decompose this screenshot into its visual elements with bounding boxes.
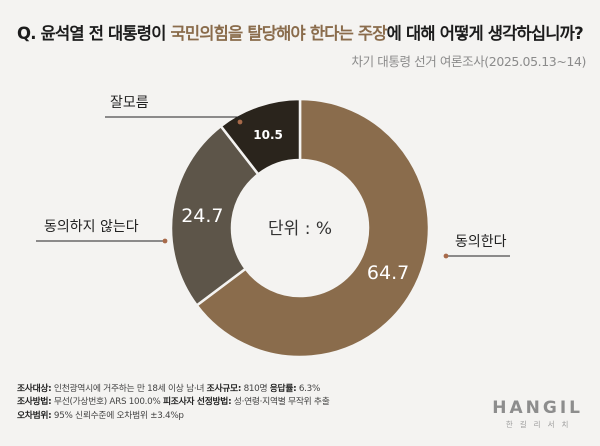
- leader-line-2: [105, 116, 241, 122]
- chart-subtitle: 차기 대통령 선거 여론조사(2025.05.13~14): [351, 54, 586, 69]
- slice-0: [195, 97, 431, 359]
- slice-label-0: 동의한다: [455, 234, 507, 250]
- survey-info: 조사대상: 인천광역시에 거주하는 만 18세 이상 남·녀 조사규모: 810…: [17, 383, 330, 423]
- survey-info-value: 성·연령·지역별 무작위 추출: [231, 397, 330, 408]
- slice-value-0: 64.7: [367, 262, 409, 284]
- hangil-logo: HANGIL 한길리서치: [492, 398, 583, 430]
- slice-value-2: 10.5: [253, 128, 283, 142]
- slice-value-1: 24.7: [181, 205, 223, 227]
- survey-info-key: 응답률:: [269, 384, 297, 394]
- title-suffix: 에 대해 어떻게 생각하십니까?: [386, 24, 584, 43]
- survey-info-value: 6.3%: [296, 384, 321, 394]
- survey-info-line-3: 오차범위: 95% 신뢰수준에 오차범위 ±3.4%p: [17, 410, 330, 423]
- survey-info-key: 조사대상:: [17, 384, 52, 394]
- survey-info-key: 조사방법:: [17, 397, 52, 408]
- survey-info-key: 피조사자 선정방법:: [162, 397, 232, 408]
- leader-dot-1: [162, 238, 168, 244]
- title-prefix: Q. 윤석열 전 대통령이: [17, 24, 171, 43]
- logo-text-en: HANGIL: [492, 398, 583, 418]
- slice-2: [219, 97, 302, 177]
- survey-info-value: 95% 신뢰수준에 오차범위 ±3.4%p: [51, 410, 184, 421]
- survey-info-key: 오차범위:: [17, 410, 52, 421]
- chart-title: Q. 윤석열 전 대통령이 국민의힘을 탈당해야 한다는 주장에 대해 어떻게 …: [17, 20, 590, 44]
- title-highlight: 국민의힘을 탈당해야 한다는 주장: [170, 24, 388, 43]
- center-unit-label: 단위 : %: [268, 219, 332, 239]
- survey-info-value: 무선(가상번호) ARS 100.0%: [51, 397, 163, 408]
- slice-1: [169, 124, 261, 308]
- survey-info-key: 조사규모:: [206, 384, 242, 394]
- leader-dot-0: [443, 253, 449, 259]
- leader-dot-2: [237, 119, 243, 125]
- survey-info-value: 810명: [241, 384, 270, 394]
- slice-label-1: 동의하지 않는다: [44, 219, 139, 235]
- slice-label-2: 잘모름: [110, 95, 149, 111]
- survey-info-line-1: 조사대상: 인천광역시에 거주하는 만 18세 이상 남·녀 조사규모: 810…: [17, 383, 330, 396]
- logo-text-ko: 한길리서치: [505, 420, 576, 429]
- survey-info-line-2: 조사방법: 무선(가상번호) ARS 100.0% 피조사자 선정방법: 성·연…: [17, 396, 330, 409]
- survey-info-value: 인천광역시에 거주하는 만 18세 이상 남·녀: [51, 384, 207, 394]
